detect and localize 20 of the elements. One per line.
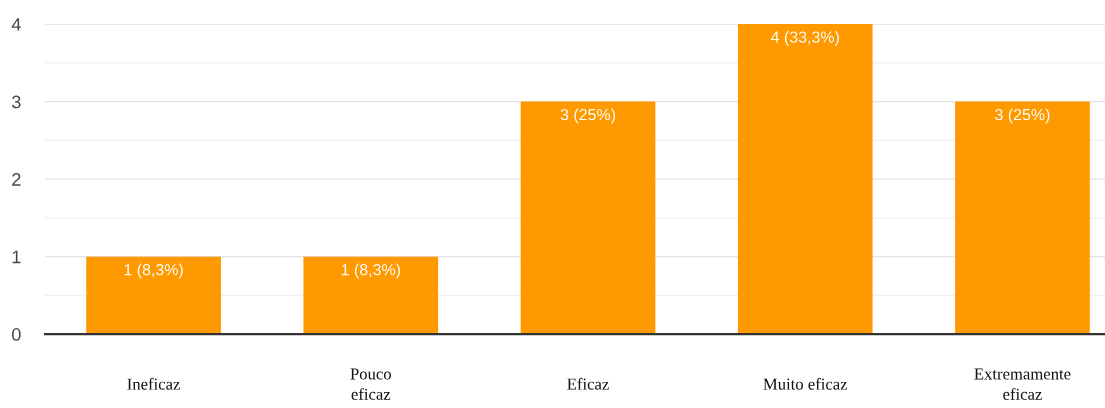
y-tick-label: 1 xyxy=(12,250,21,264)
y-tick-label: 3 xyxy=(12,95,21,109)
x-tick-label: Muito eficaz xyxy=(763,377,848,390)
x-tick-label: Extremamente eficaz xyxy=(974,368,1071,400)
bar xyxy=(737,24,873,335)
bar xyxy=(86,256,221,335)
x-tick-label: Ineficaz xyxy=(127,377,180,390)
data-label: 1 (8,3%) xyxy=(124,263,183,279)
y-tick-label: 2 xyxy=(12,173,21,186)
bar xyxy=(303,256,439,335)
data-label: 3 (25%) xyxy=(560,108,615,124)
y-tick-label: 0 xyxy=(12,328,21,341)
bar xyxy=(955,101,1090,335)
data-label: 3 (25%) xyxy=(995,108,1050,124)
x-tick-label: Eficaz xyxy=(567,377,609,390)
y-tick-label: 4 xyxy=(11,18,21,31)
x-tick-label: Pouco eficaz xyxy=(350,368,391,400)
bar xyxy=(520,101,656,335)
data-label: 4 (33,3%) xyxy=(770,31,839,46)
data-label: 1 (8,3%) xyxy=(341,263,400,279)
